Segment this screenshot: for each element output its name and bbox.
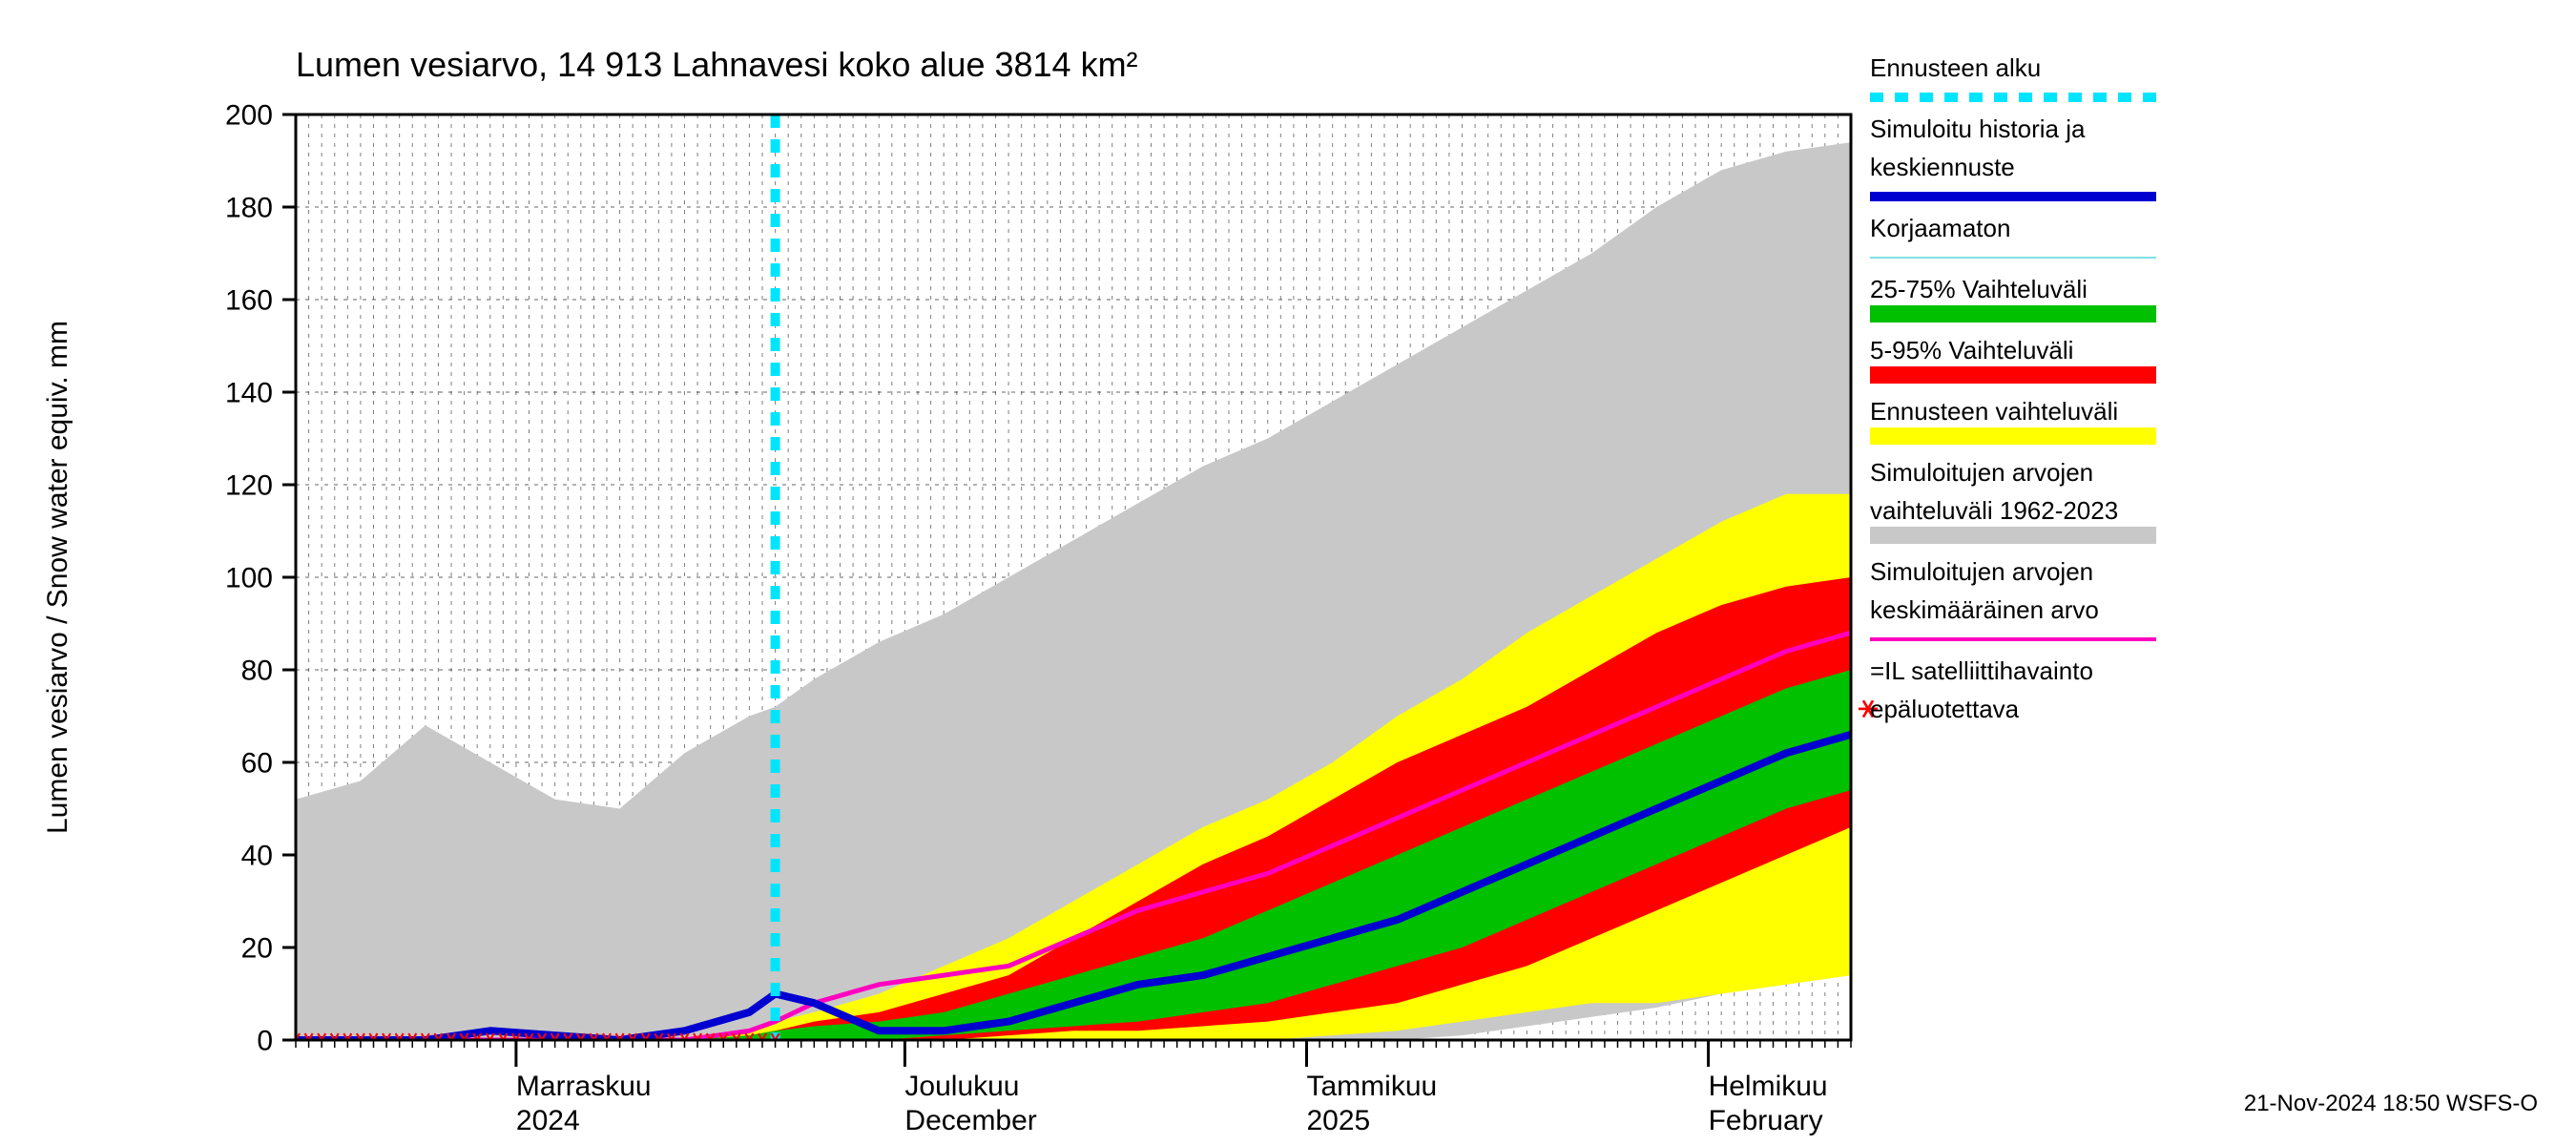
- svg-text:140: 140: [225, 378, 273, 409]
- legend-label: keskiennuste: [1870, 153, 2015, 181]
- legend-label: epäluotettava: [1870, 695, 2020, 723]
- svg-text:20: 20: [241, 933, 273, 965]
- timestamp-label: 21-Nov-2024 18:50 WSFS-O: [2244, 1091, 2538, 1116]
- legend-label: 25-75% Vaihteluväli: [1870, 275, 2088, 303]
- svg-text:200: 200: [225, 100, 273, 132]
- legend-label: Simuloitujen arvojen: [1870, 458, 2093, 487]
- x-month-sublabel: December: [904, 1105, 1036, 1136]
- legend-label: Ennusteen vaihteluväli: [1870, 397, 2118, 426]
- svg-text:100: 100: [225, 563, 273, 594]
- svg-text:180: 180: [225, 193, 273, 224]
- legend-label: Ennusteen alku: [1870, 53, 2041, 82]
- chart-title: Lumen vesiarvo, 14 913 Lahnavesi koko al…: [296, 45, 1138, 84]
- legend-label: =IL satelliittihavainto: [1870, 656, 2093, 685]
- svg-text:60: 60: [241, 748, 273, 780]
- legend-label: Simuloitu historia ja: [1870, 114, 2086, 143]
- x-month-label: Tammikuu: [1307, 1071, 1438, 1102]
- x-month-label: Helmikuu: [1709, 1071, 1828, 1102]
- svg-text:40: 40: [241, 841, 273, 872]
- legend-label: Korjaamaton: [1870, 214, 2010, 242]
- chart-container: 0 20 40 60 80 100 120 140 160 180 200 Marraskuu2024…: [0, 0, 2576, 1145]
- svg-text:0: 0: [257, 1026, 273, 1057]
- legend-label: 5-95% Vaihteluväli: [1870, 336, 2073, 364]
- x-month-label: Joulukuu: [904, 1071, 1019, 1102]
- legend-label: keskimääräinen arvo: [1870, 595, 2099, 624]
- x-month-sublabel: 2025: [1307, 1105, 1371, 1136]
- x-month-sublabel: February: [1709, 1105, 1823, 1136]
- svg-text:80: 80: [241, 656, 273, 687]
- x-month-sublabel: 2024: [516, 1105, 580, 1136]
- y-axis-label: Lumen vesiarvo / Snow water equiv. mm: [42, 321, 73, 834]
- legend-label: Simuloitujen arvojen: [1870, 557, 2093, 586]
- x-month-label: Marraskuu: [516, 1071, 652, 1102]
- forecast-chart: 0 20 40 60 80 100 120 140 160 180 200 Marraskuu2024…: [0, 0, 2576, 1145]
- svg-text:160: 160: [225, 285, 273, 317]
- svg-text:120: 120: [225, 470, 273, 502]
- legend-label: vaihteluväli 1962-2023: [1870, 496, 2118, 525]
- plot-area: [288, 114, 1851, 1047]
